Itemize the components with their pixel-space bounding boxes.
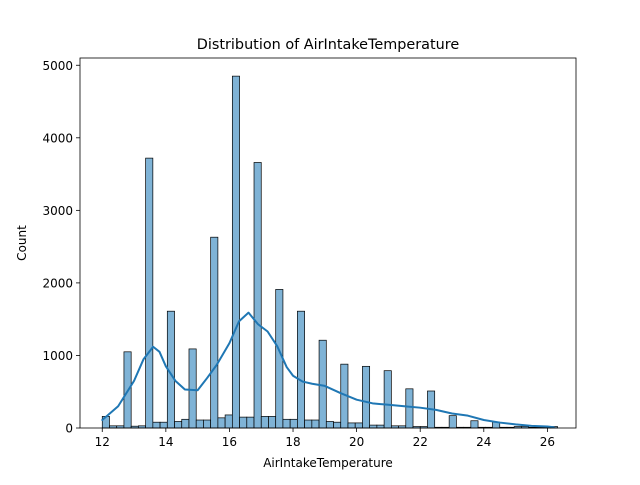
histogram-bar xyxy=(405,388,414,429)
histogram-bar xyxy=(145,157,154,429)
y-axis-label: Count xyxy=(15,225,29,261)
histogram-bar xyxy=(210,236,219,429)
x-tick-label: 20 xyxy=(349,435,364,449)
histogram-bar xyxy=(152,421,161,429)
histogram-bar xyxy=(239,416,248,429)
histogram-bar xyxy=(260,416,269,429)
x-tick-label: 12 xyxy=(95,435,110,449)
chart-title: Distribution of AirIntakeTemperature xyxy=(197,37,460,53)
histogram-bar xyxy=(297,310,305,429)
x-axis-label: AirIntakeTemperature xyxy=(263,456,393,470)
y-tick-label: 2000 xyxy=(42,276,73,290)
histogram-bar xyxy=(174,421,183,429)
x-tick-label: 22 xyxy=(413,435,428,449)
x-tick-label: 14 xyxy=(158,435,173,449)
histogram-bar xyxy=(217,417,226,429)
y-tick-label: 0 xyxy=(65,422,73,436)
y-tick-label: 3000 xyxy=(42,204,73,218)
kde-curve xyxy=(101,311,555,429)
y-tick-label: 4000 xyxy=(42,131,73,145)
histogram-bar xyxy=(325,421,334,429)
x-tick-label: 24 xyxy=(476,435,491,449)
x-tick-label: 18 xyxy=(285,435,300,449)
histogram-bar xyxy=(311,419,320,429)
histogram-bar xyxy=(181,418,190,429)
histogram-bar xyxy=(354,422,363,429)
histogram-bar xyxy=(347,422,356,429)
histogram-bar xyxy=(448,415,457,429)
x-tick-label: 16 xyxy=(222,435,237,449)
histogram-bar xyxy=(231,75,240,429)
y-axis: 0 1000 2000 3000 4000 5000 xyxy=(42,59,80,436)
y-tick-label: 1000 xyxy=(42,349,73,363)
histogram-bar xyxy=(203,419,212,429)
histogram-bar xyxy=(195,419,204,429)
x-tick-label: 26 xyxy=(540,435,555,449)
histogram-bar xyxy=(253,162,262,429)
histogram-bar xyxy=(246,416,255,429)
histogram-bar xyxy=(188,348,197,429)
y-tick-label: 5000 xyxy=(42,59,73,73)
histogram-bar xyxy=(383,370,392,429)
histogram-bar xyxy=(289,418,298,429)
plot-frame xyxy=(79,57,577,429)
histogram-bar xyxy=(362,365,371,429)
histogram-bar xyxy=(304,419,313,429)
histogram-bar xyxy=(470,420,479,429)
histogram-bar xyxy=(333,421,342,429)
histogram-bar xyxy=(369,424,378,429)
histogram-bar xyxy=(376,424,385,429)
histogram-bar xyxy=(224,414,233,429)
x-axis: 12 14 16 18 20 22 24 26 xyxy=(95,428,555,449)
histogram-bar xyxy=(268,416,277,429)
histogram-bar xyxy=(282,418,291,429)
histogram-bar xyxy=(159,421,168,429)
